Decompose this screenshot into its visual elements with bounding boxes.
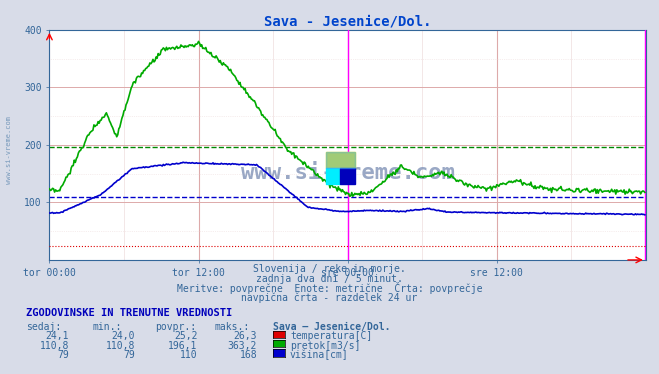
Text: Slovenija / reke in morje.: Slovenija / reke in morje. xyxy=(253,264,406,274)
Text: 110: 110 xyxy=(180,350,198,360)
Text: temperatura[C]: temperatura[C] xyxy=(290,331,372,341)
Text: 196,1: 196,1 xyxy=(168,341,198,350)
Text: 363,2: 363,2 xyxy=(227,341,257,350)
Polygon shape xyxy=(326,152,355,168)
Bar xyxy=(341,168,355,184)
Text: sedaj:: sedaj: xyxy=(26,322,61,332)
Text: pretok[m3/s]: pretok[m3/s] xyxy=(290,341,360,350)
Title: Sava - Jesenice/Dol.: Sava - Jesenice/Dol. xyxy=(264,15,432,29)
Text: višina[cm]: višina[cm] xyxy=(290,350,349,360)
Text: Sava – Jesenice/Dol.: Sava – Jesenice/Dol. xyxy=(273,322,391,332)
Text: zadnja dva dni / 5 minut.: zadnja dva dni / 5 minut. xyxy=(256,274,403,284)
Text: 168: 168 xyxy=(239,350,257,360)
Text: 110,8: 110,8 xyxy=(40,341,69,350)
Text: povpr.:: povpr.: xyxy=(155,322,196,332)
Text: 110,8: 110,8 xyxy=(105,341,135,350)
Text: navpična črta - razdelek 24 ur: navpična črta - razdelek 24 ur xyxy=(241,293,418,303)
Text: 24,0: 24,0 xyxy=(111,331,135,341)
Text: www.si-vreme.com: www.si-vreme.com xyxy=(5,116,12,184)
Text: 25,2: 25,2 xyxy=(174,331,198,341)
Text: min.:: min.: xyxy=(92,322,122,332)
Bar xyxy=(326,152,355,168)
Text: maks.:: maks.: xyxy=(214,322,249,332)
Text: 79: 79 xyxy=(57,350,69,360)
Text: 24,1: 24,1 xyxy=(45,331,69,341)
Text: Meritve: povprečne  Enote: metrične  Črta: povprečje: Meritve: povprečne Enote: metrične Črta:… xyxy=(177,282,482,294)
Bar xyxy=(326,168,341,184)
Text: www.si-vreme.com: www.si-vreme.com xyxy=(241,163,455,183)
Text: 79: 79 xyxy=(123,350,135,360)
Text: 26,3: 26,3 xyxy=(233,331,257,341)
Text: ZGODOVINSKE IN TRENUTNE VREDNOSTI: ZGODOVINSKE IN TRENUTNE VREDNOSTI xyxy=(26,308,233,318)
